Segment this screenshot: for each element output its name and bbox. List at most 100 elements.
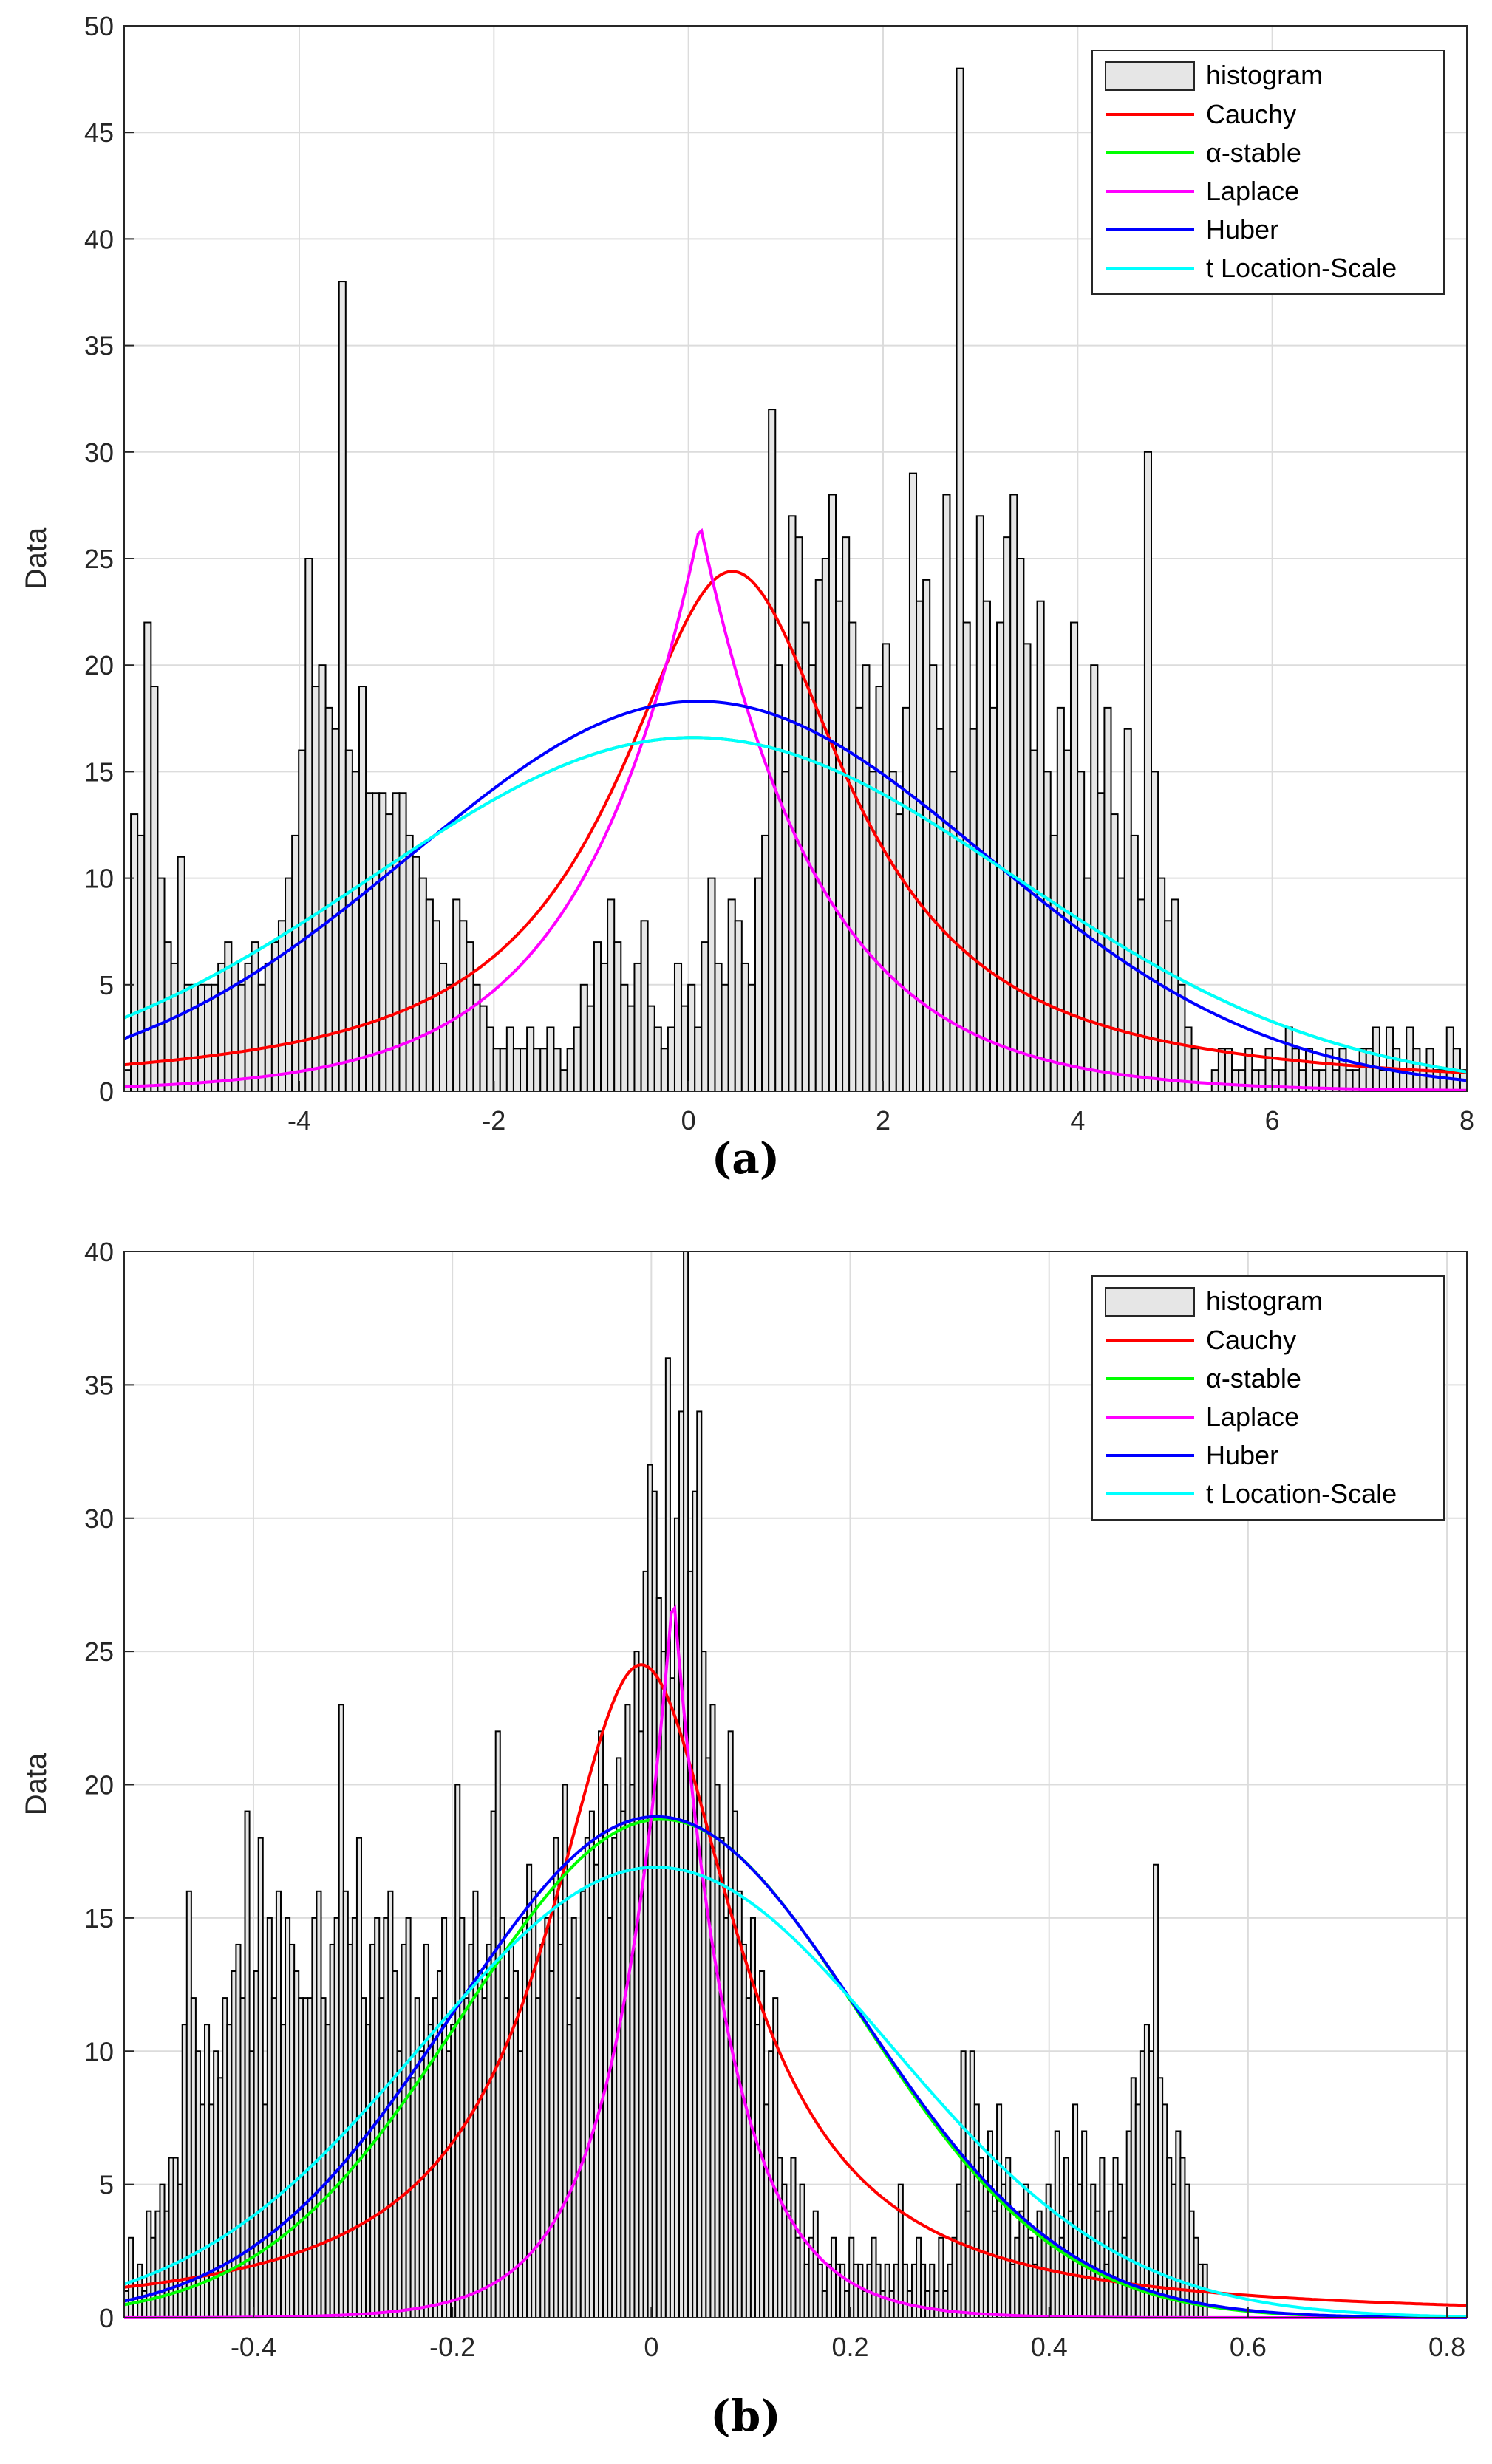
histogram-bar	[1238, 1069, 1247, 1093]
histogram-bar	[982, 600, 991, 1092]
histogram-bar	[660, 1048, 669, 1092]
histogram-bar	[681, 1005, 689, 1093]
histogram-bar	[344, 749, 353, 1092]
y-tick-label: 15	[84, 1903, 114, 1934]
y-tick-label: 20	[84, 650, 114, 680]
histogram-bar	[1083, 877, 1092, 1092]
histogram-bar	[942, 494, 951, 1092]
histogram-bar	[150, 686, 159, 1092]
curve-t-location-scale	[123, 736, 1468, 1074]
legend-label-cauchy: Cauchy	[1206, 1325, 1296, 1355]
histogram-bar	[466, 941, 474, 1092]
histogram-bar	[526, 1026, 535, 1092]
histogram-bar	[1036, 600, 1045, 1092]
histogram-bar	[1258, 1069, 1267, 1093]
histogram-bar	[754, 877, 763, 1092]
histogram-bar	[412, 856, 420, 1092]
histogram-bar	[425, 898, 434, 1092]
x-tick-label: 2	[876, 1105, 890, 1136]
y-tick-label: 0	[99, 2303, 114, 2333]
fit-curves-a	[123, 528, 1468, 1092]
histogram-bar	[1432, 1069, 1441, 1093]
histogram-bar	[190, 983, 199, 1093]
histogram-bar	[520, 1048, 528, 1092]
x-tick-label: 0	[681, 1105, 696, 1136]
histogram-bar	[1304, 1048, 1314, 1092]
histogram-bar	[405, 834, 414, 1093]
histogram-bar	[1231, 1069, 1240, 1093]
x-ticks-a: -4 -2 0 2 4 6 8	[287, 1081, 1474, 1136]
histogram-bar	[740, 962, 749, 1092]
histogram-bar	[244, 962, 253, 1092]
y-tick-label: 5	[99, 970, 114, 1000]
x-tick-label: 8	[1459, 1105, 1474, 1136]
histogram-bar	[211, 983, 219, 1093]
histogram-bar	[1003, 536, 1012, 1092]
histogram-bar	[721, 983, 729, 1093]
histogram-bars-a	[123, 67, 1468, 1093]
histogram-bar	[794, 536, 803, 1092]
curve-huber	[123, 1815, 1467, 2319]
y-tick-label: 35	[84, 331, 114, 361]
histogram-bar	[163, 941, 172, 1092]
histogram-bar	[1056, 706, 1065, 1092]
histogram-bar	[1406, 1026, 1414, 1092]
histogram-bar	[573, 1026, 582, 1092]
x-tick-label: -0.4	[231, 2332, 276, 2362]
histogram-bar	[969, 728, 978, 1092]
histogram-bar	[586, 1005, 595, 1093]
histogram-bar	[1210, 1069, 1219, 1093]
histogram-bar	[687, 983, 696, 1093]
x-tick-label: 0.6	[1230, 2332, 1267, 2362]
histogram-bar	[251, 941, 259, 1092]
x-tick-label: 0.8	[1428, 2332, 1465, 2362]
histogram-bar	[627, 1005, 636, 1093]
histogram-bar	[1049, 834, 1058, 1093]
legend-label-huber: Huber	[1206, 1440, 1278, 1470]
y-ticks-a: 0 5 10 15 20 25 30 35 40 45 50	[84, 11, 134, 1107]
histogram-bar	[418, 877, 427, 1092]
curve-huber	[123, 700, 1468, 1082]
legend-label-t-location-scale: t Location-Scale	[1206, 253, 1397, 283]
histogram-bar	[378, 792, 387, 1092]
histogram-bar	[264, 962, 273, 1092]
histogram-bar	[1251, 1069, 1260, 1093]
y-tick-label: 0	[99, 1076, 114, 1107]
y-tick-label: 40	[84, 224, 114, 254]
x-tick-label: -4	[287, 1105, 311, 1136]
histogram-bar	[1009, 494, 1018, 1092]
histogram-bar	[197, 983, 206, 1093]
y-tick-label: 10	[84, 2036, 114, 2067]
panel-b: -0.4 -0.2 0 0.2 0.4 0.6 0.8 0 5 10 15 20 25 30 35 40 D…	[20, 1237, 1468, 2441]
x-tick-label: -0.2	[429, 2332, 475, 2362]
histogram-bar	[486, 1026, 494, 1092]
histogram-bar	[1016, 558, 1025, 1092]
histogram-bar	[694, 1026, 703, 1092]
histogram-bar	[895, 813, 904, 1092]
x-tick-label: 6	[1265, 1105, 1280, 1136]
histogram-bar	[1190, 1048, 1199, 1092]
histogram-bar	[291, 834, 300, 1093]
histogram-bar	[707, 877, 716, 1092]
histogram-bar	[633, 962, 642, 1092]
histogram-bar	[446, 983, 454, 1093]
histogram-bar	[1023, 643, 1032, 1092]
histogram-bar	[559, 1069, 568, 1093]
histogram-bar	[1143, 451, 1153, 1092]
legend-label-alpha-stable: α-stable	[1206, 1363, 1301, 1393]
histogram-bar	[882, 643, 890, 1092]
histogram-bar	[553, 1048, 562, 1092]
caption-b: (b)	[710, 2391, 780, 2441]
histogram-bar	[338, 281, 347, 1093]
legend-label-laplace: Laplace	[1206, 176, 1299, 206]
histogram-bar	[768, 409, 777, 1092]
legend-b: histogram Cauchy α-stable Laplace Huber …	[1091, 1275, 1445, 1521]
panel-a: -4 -2 0 2 4 6 8 0 5 10 15 20 25 30 35 40 45 50 Data hist…	[20, 11, 1474, 1184]
curve-laplace	[123, 528, 1468, 1092]
histogram-bar	[1291, 1048, 1300, 1092]
histogram-bar	[1117, 877, 1125, 1092]
histogram-bar	[975, 515, 984, 1092]
histogram-bar	[1043, 771, 1052, 1093]
legend-label-laplace: Laplace	[1206, 1402, 1299, 1432]
y-tick-label: 5	[99, 2170, 114, 2200]
